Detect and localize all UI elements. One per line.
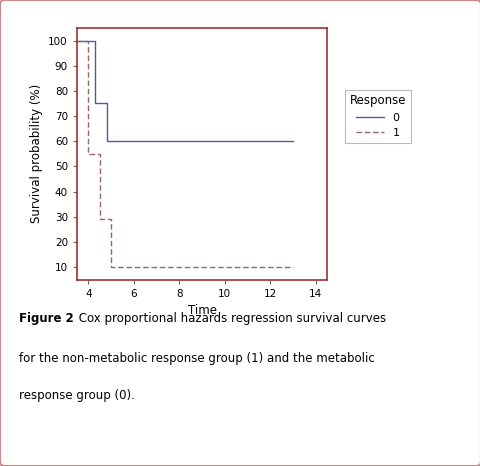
- Y-axis label: Survival probability (%): Survival probability (%): [30, 84, 43, 223]
- 1: [124, 264, 130, 270]
- 1: [85, 151, 91, 157]
- 0: [131, 138, 136, 144]
- 0: [103, 101, 109, 106]
- 0: [131, 138, 136, 144]
- 0: [103, 138, 109, 144]
- Text: for the non-metabolic response group (1) and the metabolic: for the non-metabolic response group (1)…: [19, 352, 374, 365]
- Legend: 0, 1: 0, 1: [345, 89, 409, 143]
- Text: Cox proportional hazards regression survival curves: Cox proportional hazards regression surv…: [74, 312, 385, 325]
- 1: [108, 216, 114, 222]
- 0: [92, 70, 98, 76]
- 0: [289, 138, 295, 144]
- 1: [124, 264, 130, 270]
- Text: Figure 2: Figure 2: [19, 312, 74, 325]
- 0: [85, 38, 91, 43]
- X-axis label: Time: Time: [187, 304, 216, 317]
- 1: [85, 151, 91, 157]
- 0: [92, 101, 98, 106]
- 0: [74, 38, 80, 43]
- 1: [289, 264, 295, 270]
- 1: [74, 38, 80, 43]
- Text: response group (0).: response group (0).: [19, 389, 135, 402]
- 1: [96, 216, 102, 222]
- 1: [96, 216, 102, 222]
- Line: 0: 0: [77, 41, 292, 141]
- 1: [108, 264, 114, 270]
- Line: 1: 1: [77, 41, 292, 267]
